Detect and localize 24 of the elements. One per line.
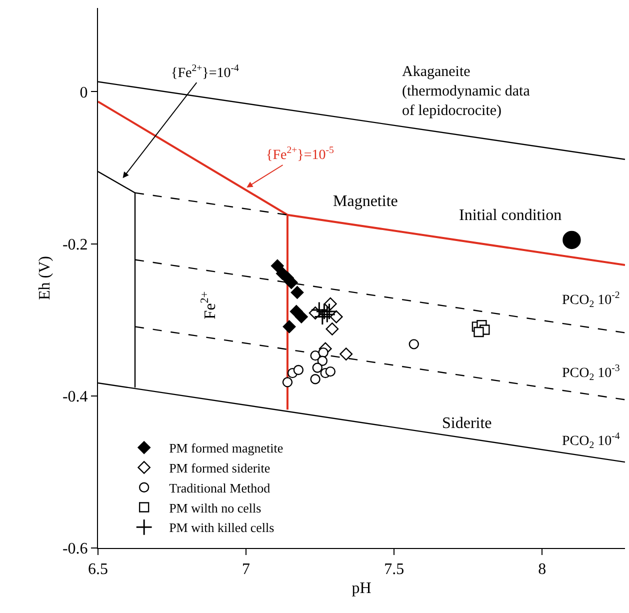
annotation: PCO$_{2}$ 10$^{-3}$ [562,363,620,383]
y-tick-label: -0.6 [62,540,88,558]
y-tick-label: -0.2 [62,236,88,254]
annotation: PCO$_{2}$ 10$^{-2}$ [562,290,620,310]
legend-label: PM with killed cells [169,520,274,536]
legend-label: Traditional Method [169,480,271,496]
annotation: {Fe$^{2+}$}=10$^{-5}$ [266,145,334,163]
annotation: Magnetite [333,193,398,210]
x-tick-label: 7.5 [384,561,404,578]
x-tick-label: 6.5 [88,561,108,578]
y-axis-title: Eh (V) [36,256,54,300]
x-tick-label: 8 [538,561,546,578]
x-tick-label: 7 [242,561,250,578]
y-tick-label: -0.4 [62,388,88,406]
legend-label: PM formed siderite [169,460,270,476]
annotation: Initial condition [459,207,562,224]
annotation: Siderite [442,415,492,432]
legend-label: PM wilth no cells [169,500,262,516]
annotation: Akaganeite (thermodynamic data of lepidocrocite) [402,64,530,119]
legend-label: PM formed magnetite [169,440,284,456]
annotation: {Fe$^{2+}$}=10$^{-4}$ [171,63,240,81]
y-tick-label: 0 [80,84,88,102]
x-axis-title: pH [352,580,372,597]
annotation: PCO$_{2}$ 10$^{-4}$ [562,431,620,451]
